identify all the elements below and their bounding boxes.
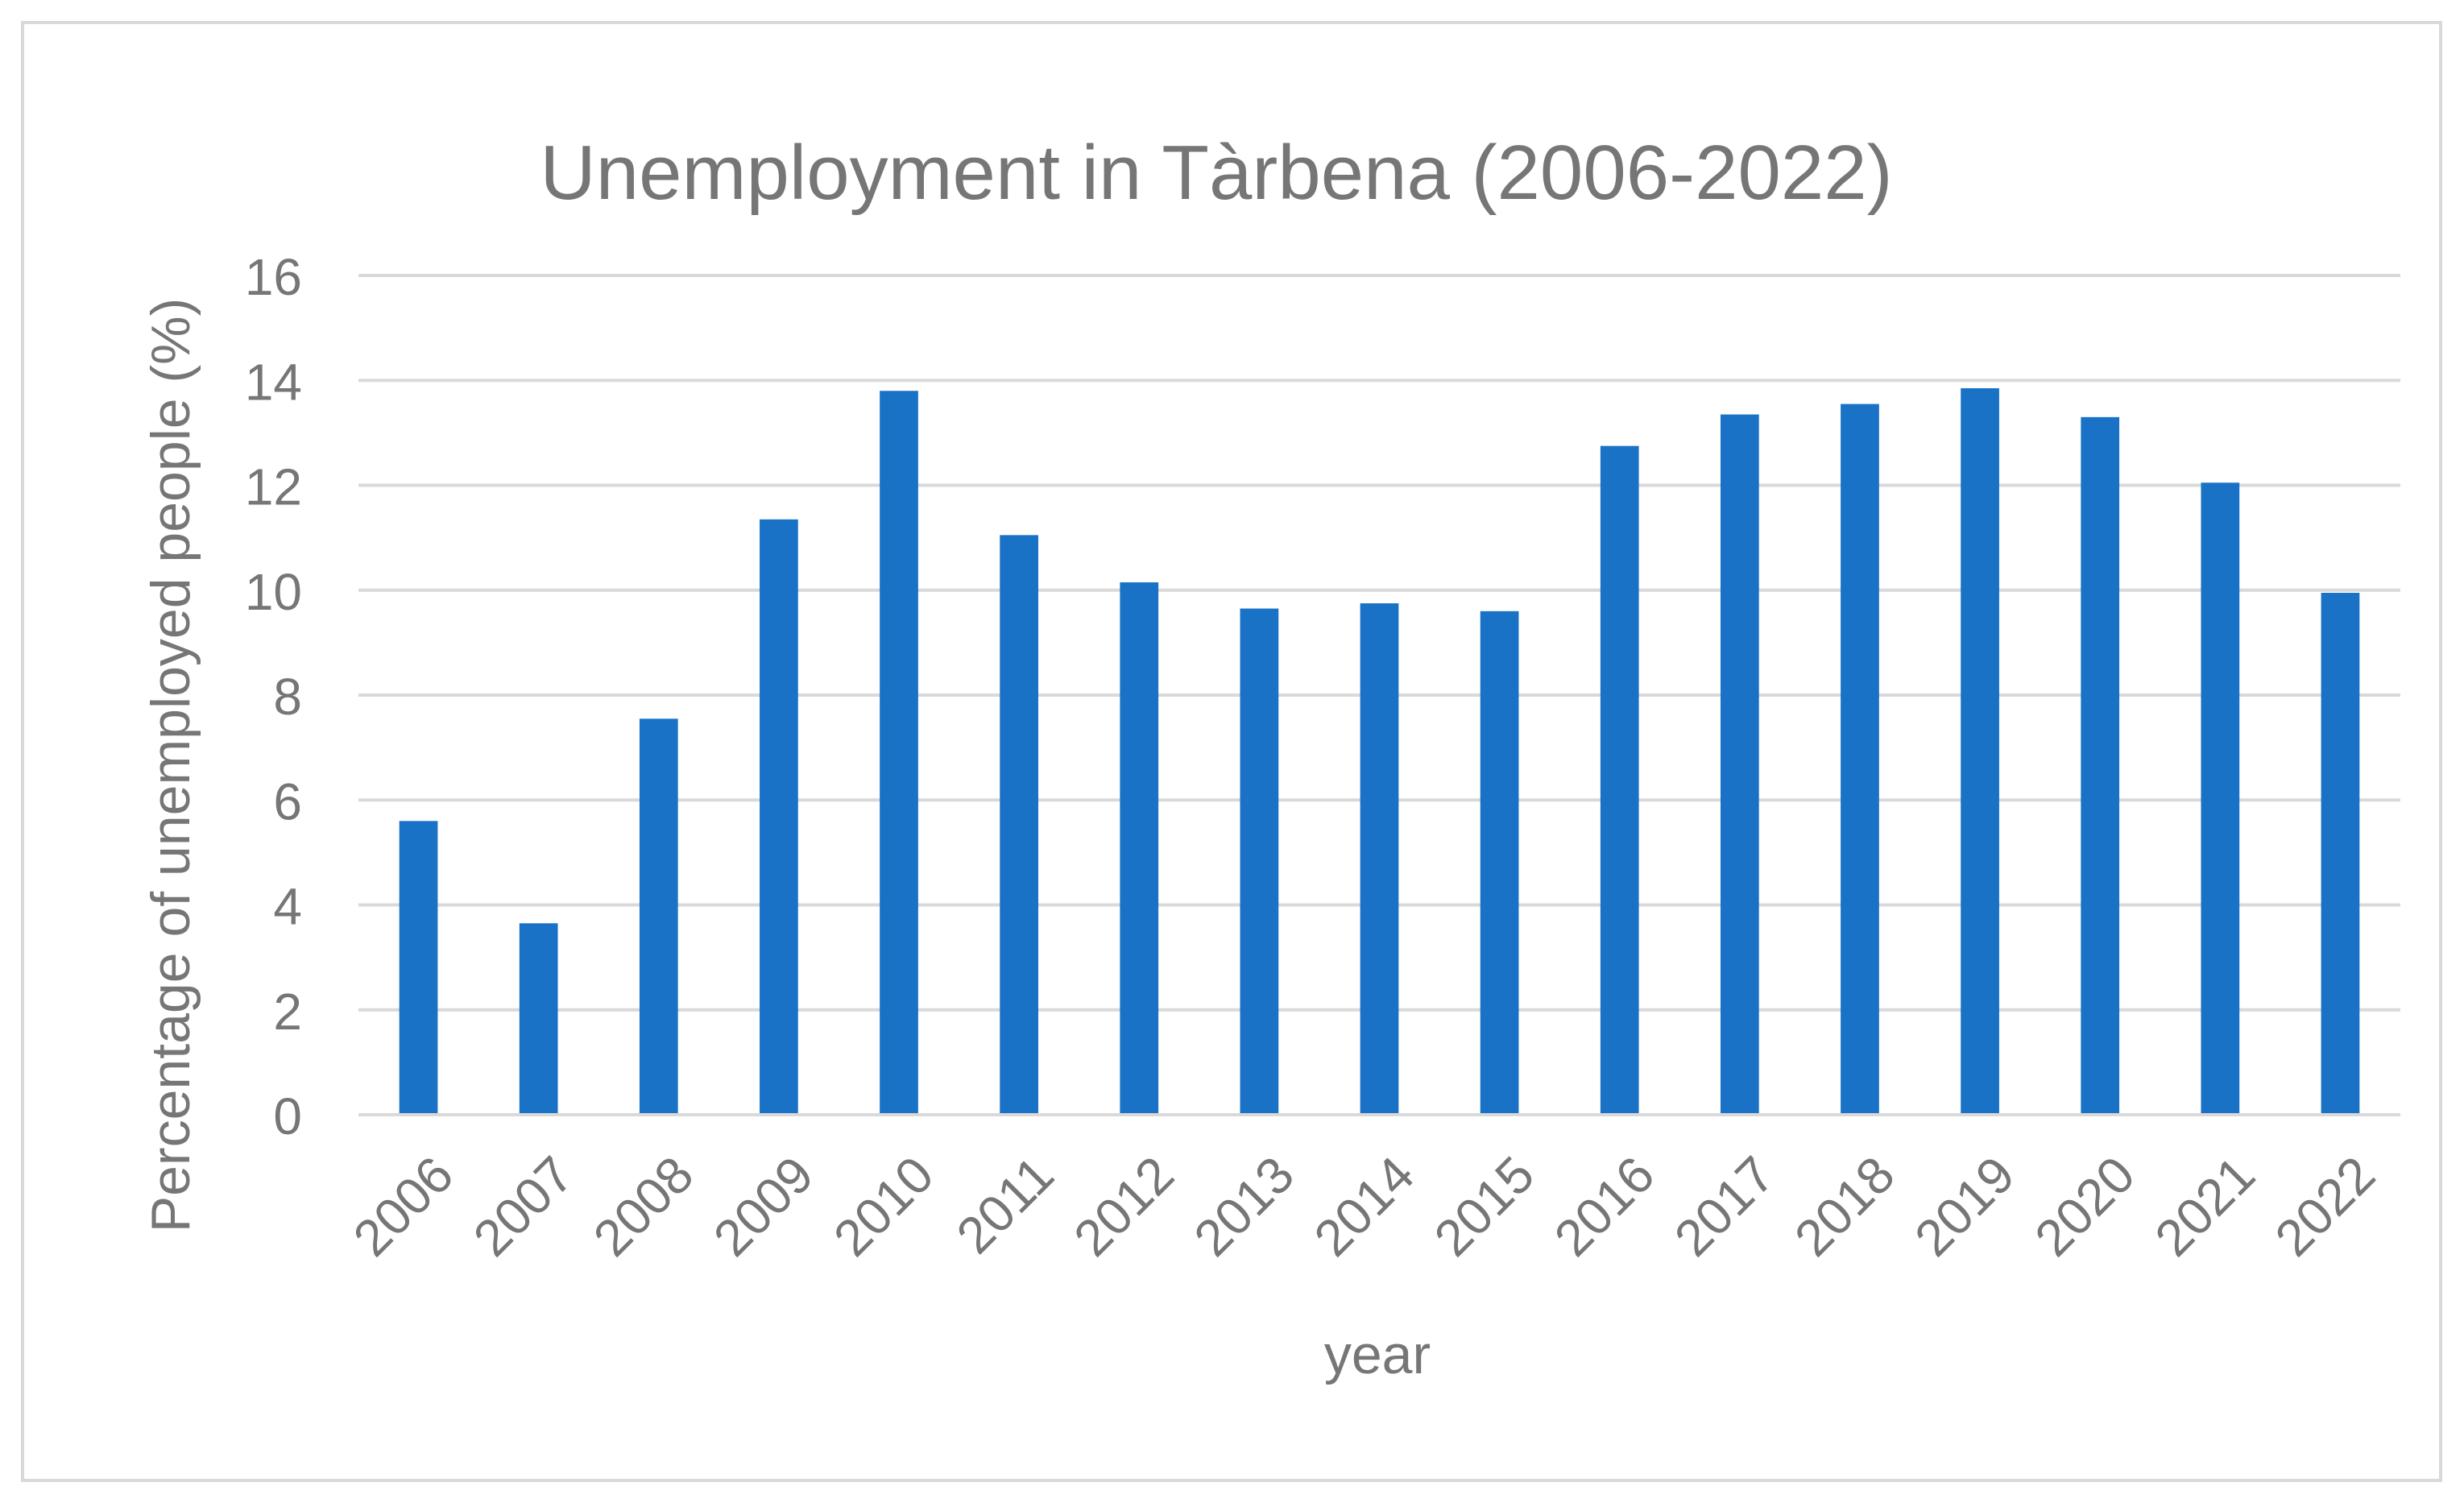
bar-2007: [519, 923, 558, 1115]
bar-2013: [1240, 608, 1279, 1115]
bar-2009: [760, 519, 798, 1115]
y-tick-label: 6: [273, 772, 302, 830]
bar-2008: [639, 718, 678, 1115]
y-axis-label: Percentage of unemployed people (%): [140, 298, 201, 1233]
y-tick-label: 16: [245, 248, 302, 306]
y-tick-label: 10: [245, 563, 302, 621]
chart-title: Unemployment in Tàrbena (2006-2022): [540, 130, 1892, 216]
y-tick-label: 4: [273, 878, 302, 936]
y-tick-label: 14: [245, 353, 302, 411]
y-tick-label: 0: [273, 1087, 302, 1145]
y-tick-label: 12: [245, 458, 302, 516]
y-tick-label: 8: [273, 668, 302, 726]
bar-2011: [1000, 535, 1039, 1115]
bar-2010: [880, 391, 918, 1115]
bar-2015: [1480, 611, 1519, 1115]
bar-2021: [2201, 482, 2240, 1115]
bar-2017: [1720, 414, 1759, 1115]
bar-2016: [1600, 445, 1639, 1115]
bar-2014: [1360, 603, 1399, 1115]
bars: [399, 388, 2360, 1115]
chart-border: [21, 21, 2442, 1482]
gridlines: [358, 274, 2400, 1012]
x-axis-label: year: [1324, 1324, 1431, 1385]
bar-2006: [399, 821, 438, 1115]
bar-2019: [1961, 388, 1999, 1115]
bar-2018: [1841, 404, 1879, 1115]
y-axis-ticks: 0 2 4 6 8 10 12 14 16: [245, 248, 302, 1145]
bar-2020: [2081, 416, 2120, 1115]
bar-2012: [1120, 582, 1159, 1115]
bar-2022: [2321, 593, 2360, 1115]
y-tick-label: 2: [273, 983, 302, 1041]
